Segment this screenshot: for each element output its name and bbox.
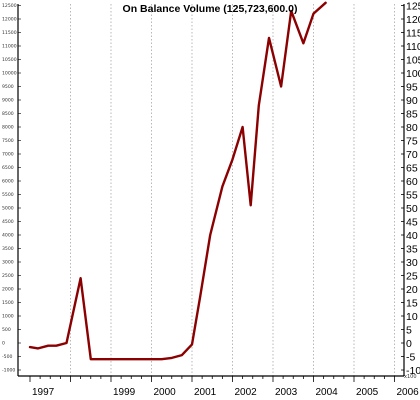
y-left-tick-label: 2000 xyxy=(2,287,14,293)
y-right-tick-label: 60 xyxy=(406,176,418,188)
y-right-tick-label: 70 xyxy=(406,149,418,161)
y-right-tick-label: 90 xyxy=(406,95,418,107)
y-right-tick-label: 120 xyxy=(406,14,420,26)
y-right-tick-label: 95 xyxy=(406,82,418,94)
y-right-tick-label: 110 xyxy=(406,41,420,53)
y-left-tick-label: 10500 xyxy=(2,57,17,63)
series-layer xyxy=(28,1,327,361)
y-left-tick-label: 10000 xyxy=(2,71,17,77)
y-left-tick-label: 8000 xyxy=(2,125,14,131)
y-left-tick-label: 4000 xyxy=(2,233,14,239)
y-right-tick-label: 15 xyxy=(406,298,418,310)
y-right-tick-label: 100 xyxy=(406,68,420,80)
y-left-tick-label: 6500 xyxy=(2,165,14,171)
x-tick-label: 2006 xyxy=(397,387,420,398)
y-left-tick-label: 11500 xyxy=(2,30,17,36)
y-left-tick-label: 9500 xyxy=(2,84,14,90)
x-tick-label: 2004 xyxy=(316,387,339,398)
y-left-tick-label: 7000 xyxy=(2,152,14,158)
y-right-tick-label: 30 xyxy=(406,257,418,269)
y-right-tick-label: 105 xyxy=(406,55,420,67)
vertical-gridlines xyxy=(70,4,395,376)
y-left-tick-label: 4500 xyxy=(2,219,14,225)
y-right-tick-label: 115 xyxy=(406,28,420,40)
y-right-tick-label: 35 xyxy=(406,244,418,256)
x-axis-ticks: 1997199920002001200220032004200520062007 xyxy=(29,376,420,398)
x-tick-label: 1997 xyxy=(32,387,55,398)
y-left-tick-label: 0 xyxy=(2,341,5,347)
y-left-tick-label: 5000 xyxy=(2,206,14,212)
y-left-tick-label: 1000 xyxy=(2,314,14,320)
x-tick-label: 2002 xyxy=(235,387,258,398)
y-left-tick-label: 500 xyxy=(2,327,11,333)
y-right-tick-label: 50 xyxy=(406,203,418,215)
y-right-tick-label: -10 xyxy=(406,365,420,377)
y-right-tick-label: 5 xyxy=(406,325,412,337)
y-right-tick-label: 55 xyxy=(406,190,418,202)
y-right-tick-label: 75 xyxy=(406,136,418,148)
y-right-tick-label: 0 xyxy=(406,338,412,350)
left-axis-ticks: -1000 -500 0 500 1000 1500 2000 2500 3000 3500 400… xyxy=(2,3,21,374)
y-right-tick-label: 10 xyxy=(406,311,418,323)
y-right-tick-label: 85 xyxy=(406,109,418,121)
chart-title: On Balance Volume (125,723,600.0) xyxy=(123,3,298,15)
y-left-tick-label: 12000 xyxy=(2,17,17,23)
x-tick-label: 2003 xyxy=(275,387,298,398)
x-tick-label: 2000 xyxy=(154,387,177,398)
y-right-tick-label: 45 xyxy=(406,217,418,229)
y-left-tick-label: 3000 xyxy=(2,260,14,266)
y-left-tick-label: 11000 xyxy=(2,44,17,50)
y-left-tick-label: 9000 xyxy=(2,98,14,104)
y-left-tick-label: -1000 xyxy=(2,368,15,374)
y-right-tick-label: 65 xyxy=(406,163,418,175)
y-left-tick-label: 3500 xyxy=(2,246,14,252)
y-right-tick-label: 25 xyxy=(406,271,418,283)
y-multiplier-label: x100 xyxy=(404,374,417,380)
y-right-tick-label: 20 xyxy=(406,284,418,296)
plot-frame xyxy=(17,4,405,377)
x-tick-label: 2001 xyxy=(194,387,217,398)
y-right-tick-label: 125 xyxy=(406,1,420,13)
y-right-tick-label: -5 xyxy=(406,352,415,364)
y-left-tick-label: 5500 xyxy=(2,192,14,198)
y-left-tick-label: 2500 xyxy=(2,273,14,279)
y-right-tick-label: 80 xyxy=(406,122,418,134)
x-tick-label: 2005 xyxy=(356,387,379,398)
y-left-tick-label: 7500 xyxy=(2,138,14,144)
y-left-tick-label: -500 xyxy=(2,354,13,360)
x-tick-label: 1999 xyxy=(113,387,136,398)
y-left-tick-label: 6000 xyxy=(2,179,14,185)
y-right-tick-label: 40 xyxy=(406,230,418,242)
series-line xyxy=(28,1,327,361)
y-left-tick-label: 12500 xyxy=(2,3,17,9)
y-left-tick-label: 8500 xyxy=(2,111,14,117)
y-left-tick-label: 1500 xyxy=(2,300,14,306)
